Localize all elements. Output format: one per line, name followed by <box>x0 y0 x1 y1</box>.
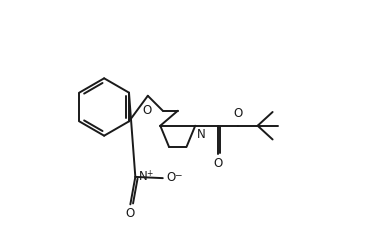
Text: +: + <box>146 168 152 177</box>
Text: O: O <box>142 103 152 116</box>
Text: N: N <box>139 169 148 182</box>
Text: O: O <box>167 170 176 183</box>
Text: O: O <box>233 106 242 119</box>
Text: O: O <box>213 156 222 169</box>
Text: O: O <box>126 206 135 219</box>
Text: N: N <box>197 127 206 140</box>
Text: −: − <box>174 169 181 178</box>
